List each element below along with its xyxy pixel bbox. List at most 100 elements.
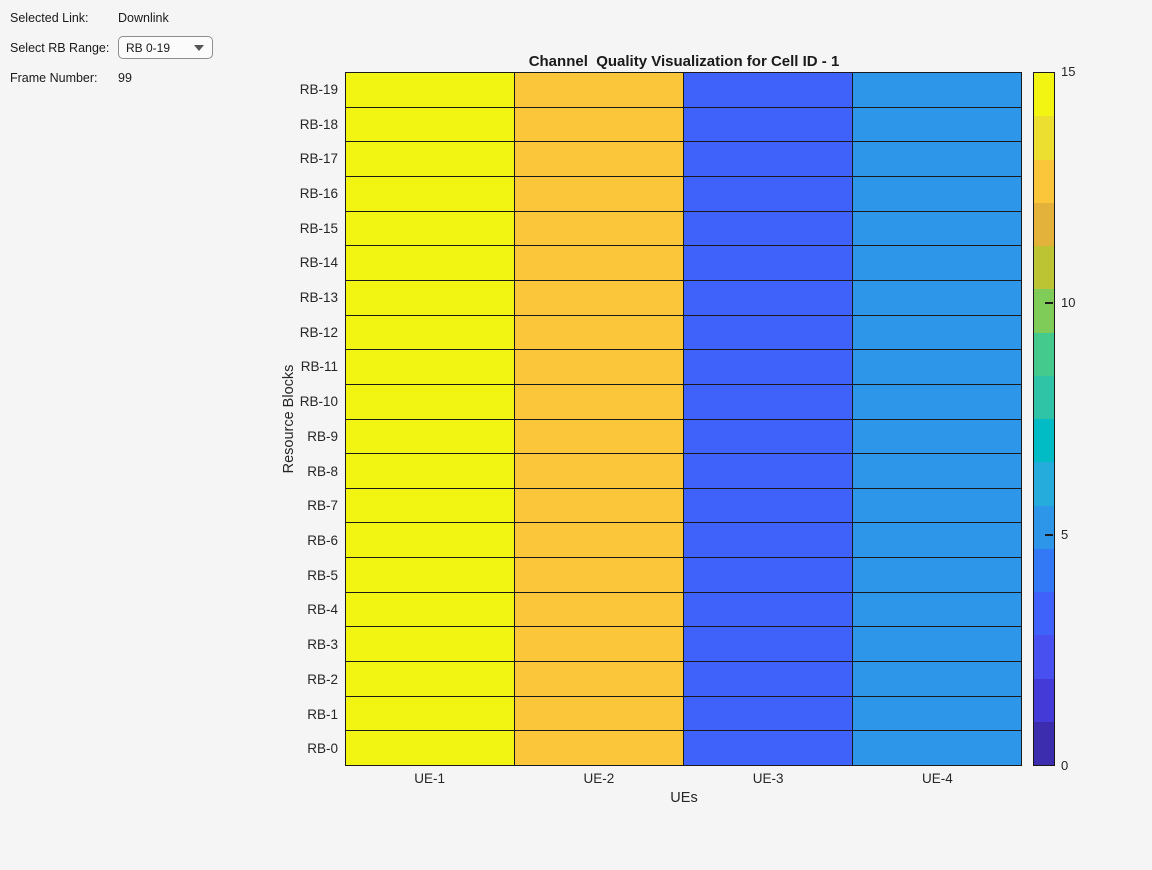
colorbar-tick-label: 15 [1061,64,1076,79]
heatmap-cell [684,488,852,523]
heatmap-cell [515,350,683,384]
x-tick-label: UE-4 [921,771,953,786]
y-tick-label: RB-10 [299,394,338,410]
heatmap-cell [346,662,514,696]
chart-title: Channel Quality Visualization for Cell I… [528,53,840,70]
heatmap-cell [853,731,1021,765]
colorbar-segment [1034,332,1054,376]
heatmap-cell [346,73,514,107]
heatmap-cell [684,211,852,246]
heatmap-cell [853,350,1021,384]
y-tick-label: RB-12 [299,324,338,340]
rb-range-value: RB 0-19 [126,40,171,55]
y-tick-label: RB-18 [299,116,338,132]
heatmap-cell [346,592,514,627]
heatmap-cell [515,315,683,350]
rb-range-dropdown[interactable]: RB 0-19 [118,36,213,59]
heatmap-cell [346,246,514,280]
x-tick-label: UE-1 [414,771,445,786]
heatmap-cell [853,523,1021,558]
y-tick-label: RB-17 [299,151,338,167]
heatmap-cell [853,280,1021,315]
heatmap-cell [684,731,852,765]
colorbar-segment [1034,592,1054,636]
dropdown-arrow-icon [194,44,204,51]
heatmap-cell [346,731,514,765]
heatmap-cell [515,246,683,280]
colorbar [1033,72,1055,766]
y-tick-label: RB-3 [307,637,338,653]
heatmap-cell [853,488,1021,523]
heatmap-cell [515,176,683,211]
colorbar-segment [1034,462,1054,506]
selected-link-value: Downlink [118,11,169,25]
y-tick-label: RB-2 [307,671,338,687]
colorbar-tick-label: 5 [1061,526,1069,542]
y-axis-label: Resource Blocks [281,364,297,474]
colorbar-segment [1034,548,1054,592]
colorbar-segment [1034,202,1054,246]
heatmap-cell [684,280,852,315]
heatmap-cell [853,419,1021,454]
heatmap-cell [853,454,1021,488]
colorbar-tick-label: 10 [1061,295,1076,311]
y-tick-label: RB-16 [299,185,338,201]
heatmap-cell [346,315,514,350]
heatmap-cell [346,384,514,419]
heatmap-cell [515,384,683,419]
heatmap-cell [515,592,683,627]
heatmap-cell [346,627,514,662]
heatmap-cell [684,384,852,419]
heatmap-cell [515,419,683,454]
heatmap-cell [346,350,514,384]
heatmap-cell [515,558,683,592]
frame-number-value: 99 [118,71,132,85]
heatmap-cell [515,523,683,558]
y-tick-label: RB-13 [299,290,338,306]
heatmap-cell [853,176,1021,211]
heatmap-cell [684,142,852,176]
heatmap-cell [684,627,852,662]
heatmap-cell [684,419,852,454]
heatmap [345,72,1022,766]
y-tick-label: RB-9 [307,428,338,444]
y-tick-label: RB-14 [299,255,338,271]
heatmap-cell [853,73,1021,107]
heatmap-cell [346,454,514,488]
colorbar-tick-label: 0 [1061,758,1069,773]
heatmap-cell [515,627,683,662]
colorbar-segment [1034,635,1054,679]
heatmap-cell [684,558,852,592]
heatmap-cell [515,280,683,315]
x-axis-label: UEs [670,790,698,806]
y-tick-labels: RB-19 RB-18 RB-17 RB-16 RB-15 RB-14 RB-13 RB-12… [252,72,338,766]
heatmap-cell [684,176,852,211]
rb-range-label: Select RB Range: [10,41,110,55]
colorbar-segment [1034,159,1054,203]
x-tick-label: UE-2 [583,771,615,786]
x-tick-labels: UE-1 UE-2 UE-3 UE-4 [345,771,1022,788]
y-tick-label: RB-5 [307,567,338,583]
heatmap-cell [684,454,852,488]
heatmap-cell [346,488,514,523]
y-tick-label: RB-11 [300,359,338,375]
heatmap-cell [853,627,1021,662]
heatmap-cell [853,662,1021,696]
heatmap-cell [346,176,514,211]
heatmap-cell [853,384,1021,419]
y-tick-label: RB-1 [307,706,338,722]
heatmap-cell [515,731,683,765]
y-tick-label: RB-0 [307,741,338,757]
heatmap-cell [346,142,514,176]
heatmap-cell [684,315,852,350]
frame-number-label: Frame Number: [10,71,98,85]
colorbar-tick-mark [1045,533,1053,536]
colorbar-segment [1034,375,1054,419]
heatmap-cell [684,73,852,107]
heatmap-cell [853,592,1021,627]
heatmap-cell [684,523,852,558]
heatmap-cell [346,523,514,558]
heatmap-cell [853,696,1021,731]
x-tick-label: UE-3 [752,771,784,786]
y-tick-label: RB-4 [307,602,338,618]
